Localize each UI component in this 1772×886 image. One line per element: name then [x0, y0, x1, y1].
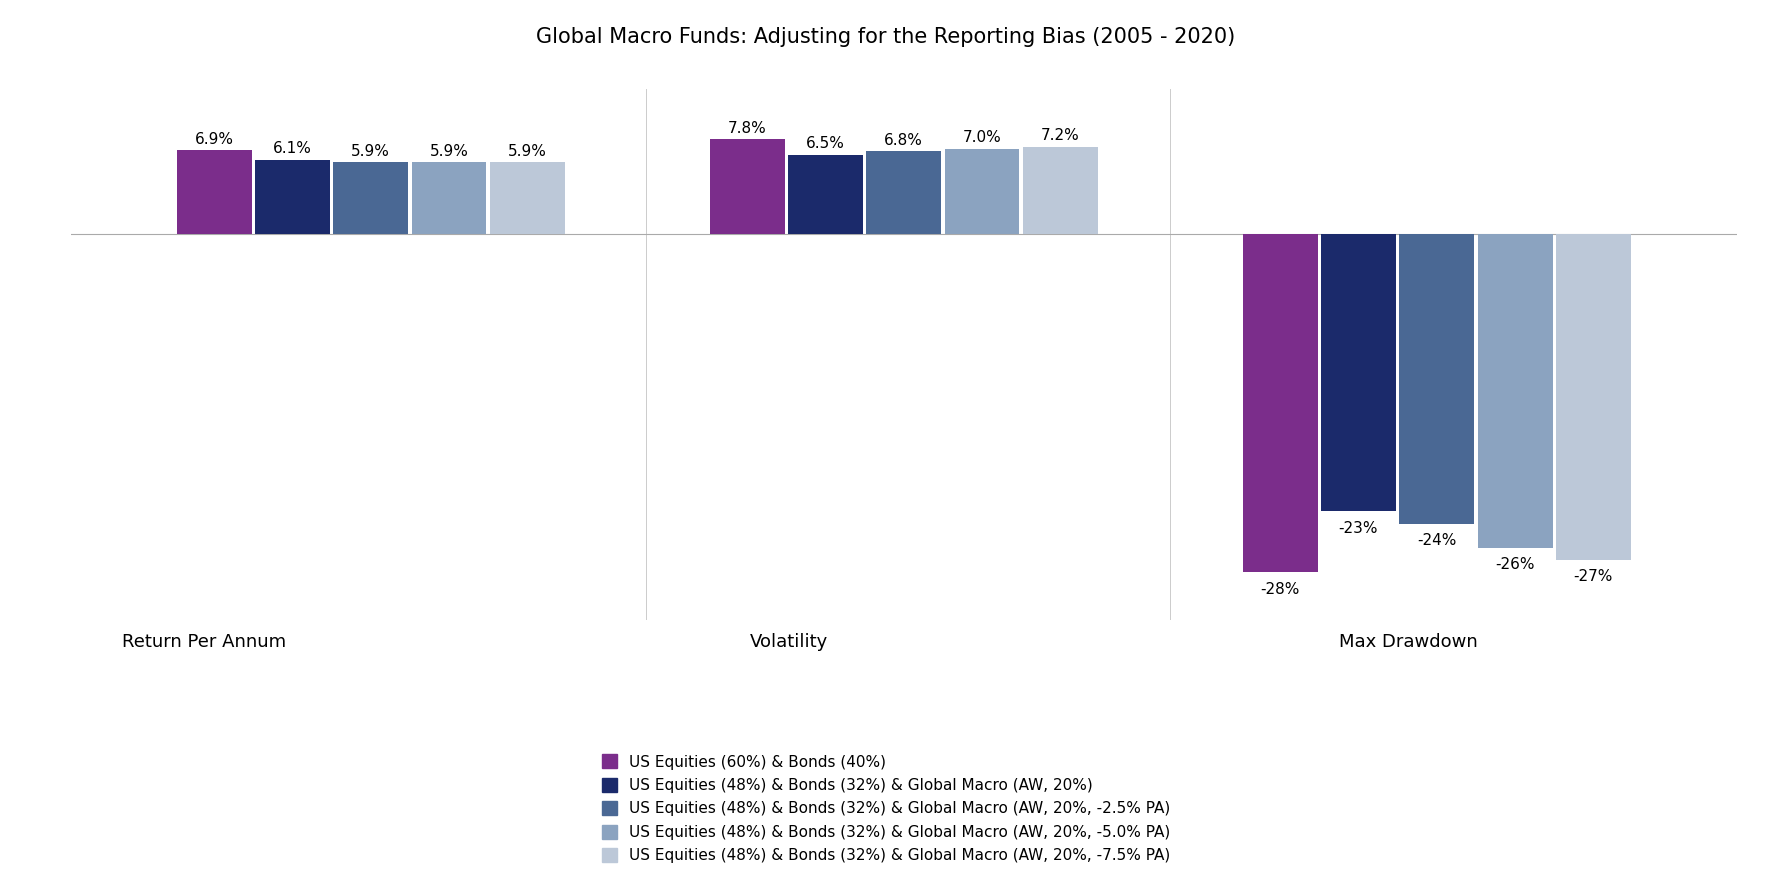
Text: 5.9%: 5.9% — [351, 144, 390, 159]
Bar — [789, 155, 863, 234]
Text: 5.9%: 5.9% — [429, 144, 468, 159]
Text: 7.2%: 7.2% — [1040, 128, 1079, 143]
Text: 6.5%: 6.5% — [806, 136, 845, 152]
Text: Global Macro Funds: Adjusting for the Reporting Bias (2005 - 2020): Global Macro Funds: Adjusting for the Re… — [537, 27, 1235, 47]
Text: 6.8%: 6.8% — [884, 133, 923, 148]
Bar — [255, 159, 330, 234]
Text: Max Drawdown: Max Drawdown — [1340, 633, 1478, 651]
Bar — [1320, 234, 1396, 511]
Bar — [1022, 146, 1099, 234]
Text: Volatility: Volatility — [750, 633, 828, 651]
Bar — [1478, 234, 1552, 548]
Bar — [944, 149, 1019, 234]
Bar — [333, 162, 408, 234]
Text: 6.9%: 6.9% — [195, 132, 234, 146]
Legend: US Equities (60%) & Bonds (40%), US Equities (48%) & Bonds (32%) & Global Macro : US Equities (60%) & Bonds (40%), US Equi… — [595, 749, 1177, 869]
Bar — [1400, 234, 1474, 524]
Text: 7.0%: 7.0% — [962, 130, 1001, 145]
Bar — [177, 151, 252, 234]
Text: -24%: -24% — [1418, 533, 1457, 548]
Bar — [709, 139, 785, 234]
Bar — [489, 162, 565, 234]
Text: 6.1%: 6.1% — [273, 141, 312, 156]
Bar — [411, 162, 487, 234]
Text: -27%: -27% — [1574, 570, 1613, 585]
Text: Return Per Annum: Return Per Annum — [122, 633, 285, 651]
Bar — [1242, 234, 1318, 571]
Bar — [867, 152, 941, 234]
Text: 7.8%: 7.8% — [728, 120, 767, 136]
Text: -26%: -26% — [1496, 557, 1535, 572]
Text: -23%: -23% — [1338, 521, 1379, 536]
Text: 5.9%: 5.9% — [509, 144, 548, 159]
Text: -28%: -28% — [1260, 581, 1301, 596]
Bar — [1556, 234, 1630, 560]
